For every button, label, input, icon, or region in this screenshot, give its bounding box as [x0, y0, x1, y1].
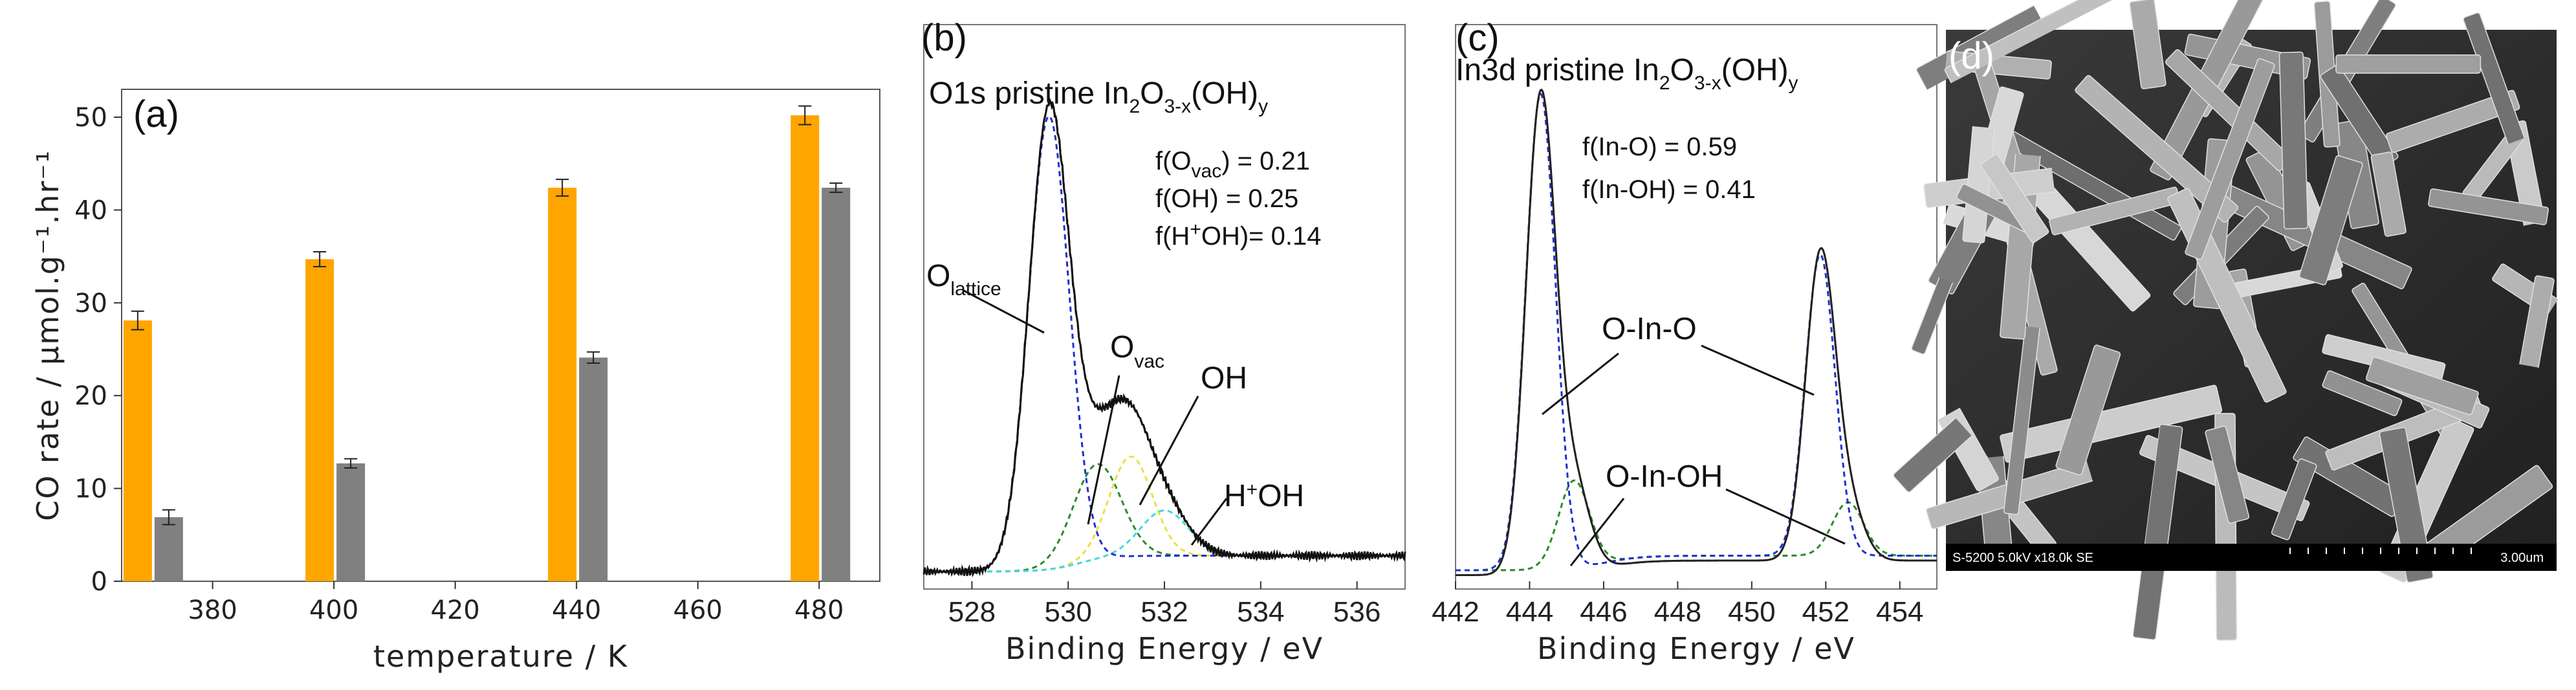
- panel-b-fraction-oh: f(OH) = 0.25: [1155, 184, 1298, 213]
- panel-c-arrow-o-in-o-right: [1701, 344, 1815, 396]
- panel-b-label-ovac: Ovac: [1110, 330, 1164, 372]
- sem-rod: [2205, 425, 2250, 524]
- panel-b-xlabel: Binding Energy / eV: [1005, 631, 1324, 666]
- panel-c-title: In3d pristine In2O3-x(OH)y: [1456, 53, 1798, 94]
- panel-c-tick-label-448: 448: [1654, 596, 1701, 628]
- panel-b-tick-label-536: 536: [1333, 596, 1381, 628]
- y-tick-label-50: 50: [74, 103, 107, 133]
- bar-gray-370: [154, 517, 183, 581]
- x-tick-label-440: 440: [552, 595, 601, 625]
- panel-d-sem-image: S-5200 5.0kV x18.0k SE 3.00um (d): [1862, 0, 2572, 641]
- panel-b-label: (b): [921, 17, 967, 59]
- panel-c-label: (c): [1456, 17, 1500, 59]
- sem-rod: [2271, 458, 2317, 540]
- sem-rod: [2185, 58, 2275, 260]
- sem-rod: [2370, 151, 2407, 237]
- sem-rod: [2365, 357, 2479, 416]
- panel-c-tick-label-446: 446: [1580, 596, 1627, 628]
- x-tick-label-400: 400: [309, 595, 358, 625]
- sem-rod: [2428, 188, 2549, 225]
- sem-rod: [2000, 384, 2223, 463]
- x-tick-label-380: 380: [188, 595, 237, 625]
- panel-c-fraction-in-oh: f(In-OH) = 0.41: [1582, 175, 1756, 204]
- panel-b-tick-label-530: 530: [1044, 596, 1091, 628]
- sem-rod: [2150, 0, 2280, 181]
- panel-c-tick-label-454: 454: [1876, 596, 1923, 628]
- panel-c-arrow-o-in-oh-left: [1569, 498, 1625, 566]
- sem-rod: [2322, 370, 2403, 416]
- sem-nanorods: [1862, 0, 2572, 641]
- panel-c-xlabel: Binding Energy / eV: [1537, 631, 1855, 666]
- bar-gray-480: [822, 188, 851, 581]
- panel-b-fraction-hoh: f(H+OH)= 0.14: [1155, 219, 1322, 250]
- panel-c-frame: [1455, 24, 1937, 590]
- panel-b-label-oh: OH: [1201, 361, 1247, 395]
- sem-rod: [2278, 51, 2309, 230]
- y-tick-label-0: 0: [91, 567, 107, 597]
- panel-c-arrow-o-in-oh-right: [1725, 488, 1846, 545]
- panel-a-ylabel: CO rate / μmol.g⁻¹.hr⁻¹: [30, 150, 65, 521]
- panel-c-label-o-in-o: O-In-O: [1602, 312, 1697, 346]
- panel-b-label-olattice: Olattice: [926, 259, 1001, 300]
- panel-b-label-hoh: H+OH: [1224, 479, 1304, 513]
- sem-rod: [2075, 74, 2239, 223]
- bar-orange-440: [548, 188, 577, 581]
- panel-b-tick-label-532: 532: [1141, 596, 1188, 628]
- panel-b-arrow-olattice: [962, 289, 1045, 334]
- sem-rod: [2298, 155, 2363, 285]
- panel-c-label-o-in-oh: O-In-OH: [1606, 460, 1723, 494]
- panel-c-tick-label-450: 450: [1728, 596, 1775, 628]
- sem-rod: [2385, 89, 2520, 153]
- panel-b-tick-label-534: 534: [1237, 596, 1284, 628]
- panel-b-title: O1s pristine In2O3-x(OH)y: [929, 76, 1268, 117]
- panel-c-tick-label-452: 452: [1802, 596, 1850, 628]
- x-tick-label-420: 420: [431, 595, 480, 625]
- panel-c-tick-label-442: 442: [1432, 596, 1479, 628]
- panel-a-label: (a): [133, 93, 179, 135]
- sem-rod: [1980, 153, 2049, 243]
- sem-info-bar: [1946, 544, 2557, 571]
- panel-c-fraction-in-o: f(In-O) = 0.59: [1582, 133, 1737, 161]
- y-tick-label-10: 10: [74, 474, 107, 504]
- sem-scale-label: 3.00um: [2500, 551, 2544, 565]
- panel-c-arrow-o-in-o-left: [1542, 352, 1619, 416]
- sem-rod: [2132, 423, 2183, 641]
- panel-b-arrow-oh: [1139, 395, 1199, 506]
- y-tick-label-40: 40: [74, 195, 107, 225]
- panel-b-arrow-hoh: [1190, 498, 1228, 546]
- panel-b-fit-hoh: [924, 509, 1405, 573]
- panel-b-arrow-ovac: [1087, 375, 1120, 525]
- panel-c-measured: [1456, 88, 1937, 576]
- bar-orange-480: [791, 115, 820, 581]
- panel-a-xlabel: temperature / K: [373, 639, 628, 674]
- bar-gray-400: [336, 463, 366, 581]
- panel-b-fraction-ovac: f(Ovac) = 0.21: [1155, 147, 1310, 182]
- y-tick-label-20: 20: [74, 381, 107, 411]
- sem-rod: [2003, 311, 2044, 515]
- panel-b-measured: [922, 96, 1406, 577]
- panel-a-bar-chart: 380 400 420 440 460 480 0 10 20 30 40 50 (a) temper…: [30, 89, 880, 674]
- bar-gray-440: [579, 357, 608, 581]
- bar-orange-370: [123, 320, 152, 581]
- panel-c-tick-label-444: 444: [1506, 596, 1553, 628]
- panel-c-xps-in3d: 442 444 446 448 450 452 454 (c) In3d pristine …: [1432, 17, 1937, 666]
- sem-rod: [2335, 54, 2482, 74]
- panel-a-frame: [121, 89, 880, 582]
- panel-d-label: (d): [1948, 35, 1994, 77]
- sem-rod: [2055, 344, 2121, 476]
- sem-rod: [2379, 427, 2434, 583]
- panel-b-xps-o1s: 528 530 532 534 536 (b) O1s pristine In2O3-x…: [921, 17, 1406, 666]
- y-tick-label-30: 30: [74, 289, 107, 318]
- bar-orange-400: [305, 259, 334, 581]
- sem-rod: [2129, 0, 2167, 89]
- panel-b-tick-label-528: 528: [948, 596, 996, 628]
- x-tick-label-480: 480: [794, 595, 844, 625]
- sem-info-text: S-5200 5.0kV x18.0k SE: [1952, 551, 2093, 565]
- x-tick-label-460: 460: [673, 595, 723, 625]
